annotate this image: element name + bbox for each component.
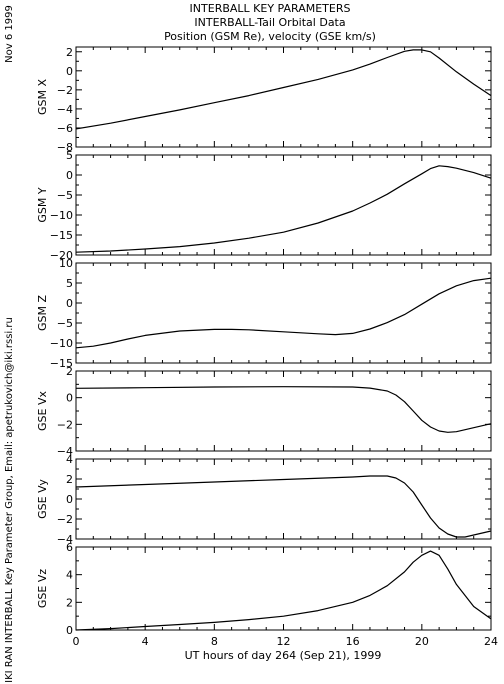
y-tick-label: 4 [66,453,73,466]
series-line [75,49,492,130]
panel-4: −4 −2 0 2 GSE Vx [36,365,492,458]
x-tick-label: 0 [73,635,80,648]
panel-1: −8 −6 −4 −2 0 2 GSM X [36,46,492,154]
y-tick-label: −15 [50,357,73,370]
x-axis-label: UT hours of day 264 (Sep 21), 1999 [185,649,382,662]
y-tick-label: 5 [66,277,73,290]
x-tick-label: 20 [415,635,429,648]
chart-title-line1: INTERBALL KEY PARAMETERS [190,2,351,15]
date-stamp: Nov 6 1999 [4,5,15,63]
y-tick-label: −4 [57,533,73,546]
y-tick-label: −5 [57,189,73,202]
y-tick-label: 5 [66,149,73,162]
y-axis-label: GSM Y [36,187,49,222]
x-tick-label: 4 [142,635,149,648]
y-tick-label: −4 [57,103,73,116]
chart-title-line3: Position (GSM Re), velocity (GSE km/s) [164,30,376,43]
y-tick-label: 2 [66,596,73,609]
y-tick-label: 0 [66,392,73,405]
y-tick-label: 2 [66,473,73,486]
y-axis-label: GSE Vx [36,391,49,431]
series-line [75,475,492,538]
y-tick-label: 2 [66,365,73,378]
panel-frame [75,546,492,631]
y-tick-label: −2 [57,513,73,526]
y-tick-label: −20 [50,249,73,262]
y-tick-label: 0 [66,297,73,310]
chart-title-line2: INTERBALL-Tail Orbital Data [194,16,345,29]
y-axis-label: GSE Vz [36,569,49,608]
y-tick-label: 4 [66,569,73,582]
panel-frame [75,262,492,364]
panel-frame [75,458,492,540]
panel-3: −15 −10 −5 0 5 10 GSM Z [36,257,492,370]
y-tick-label: 0 [66,65,73,78]
y-axis-label: GSM Z [36,295,49,331]
x-tick-label: 24 [484,635,498,648]
series-line [75,386,492,433]
y-tick-label: −5 [57,317,73,330]
panel-frame [75,370,492,452]
panel-6: 0 2 4 6 GSE Vz [36,541,492,637]
series-line [75,550,492,631]
y-tick-label: −4 [57,445,73,458]
y-axis-label: GSE Vy [36,479,49,519]
x-tick-label: 8 [211,635,218,648]
x-tick-label: 16 [346,635,360,648]
y-tick-label: 0 [66,169,73,182]
y-tick-label: 0 [66,624,73,637]
y-tick-label: −6 [57,122,73,135]
x-tick-label: 12 [277,635,291,648]
series-line [75,277,492,349]
series-line [75,165,492,253]
y-tick-label: 0 [66,493,73,506]
y-tick-label: 2 [66,46,73,59]
y-tick-label: 6 [66,541,73,554]
credit-text: IKI RAN INTERBALL Key Parameter Group, E… [4,317,15,683]
y-tick-label: −10 [50,337,73,350]
panel-frame [75,46,492,148]
y-axis-label: GSM X [36,79,49,115]
y-tick-label: −2 [57,84,73,97]
y-tick-label: 10 [59,257,73,270]
y-tick-label: −8 [57,141,73,154]
y-tick-label: −2 [57,418,73,431]
y-tick-label: −10 [50,209,73,222]
panel-2: −20 −15 −10 −5 0 5 GSM Y [36,149,492,262]
panel-5: −4 −2 0 2 4 GSE Vy [36,453,492,546]
y-tick-label: −15 [50,229,73,242]
